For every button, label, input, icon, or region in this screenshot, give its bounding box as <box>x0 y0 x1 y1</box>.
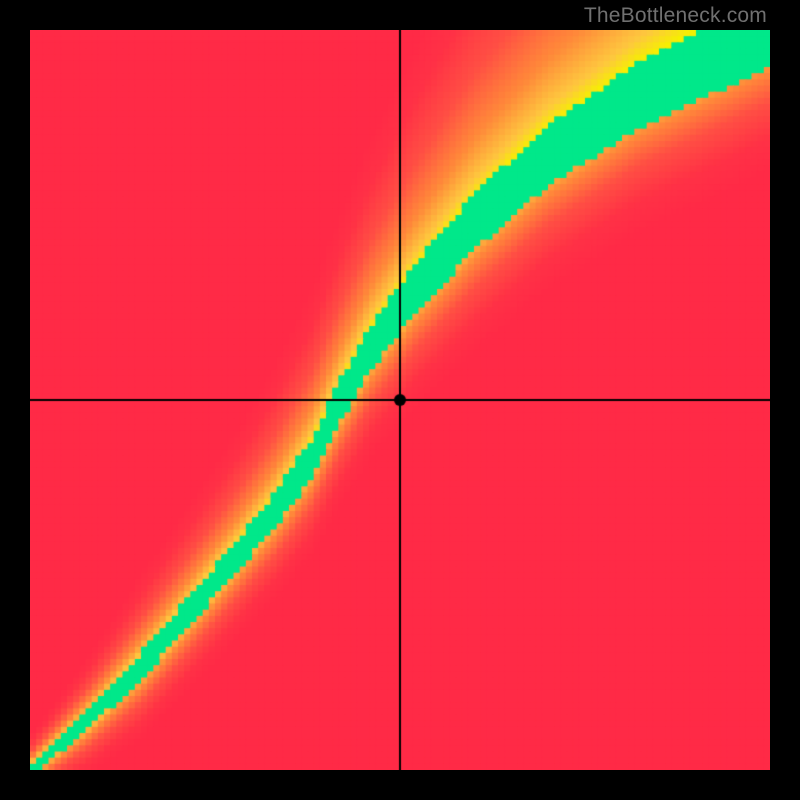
watermark-text: TheBottleneck.com <box>584 4 767 28</box>
chart-container: TheBottleneck.com <box>0 0 800 800</box>
heatmap-canvas <box>30 30 770 770</box>
heatmap-canvas-wrap <box>30 30 770 775</box>
